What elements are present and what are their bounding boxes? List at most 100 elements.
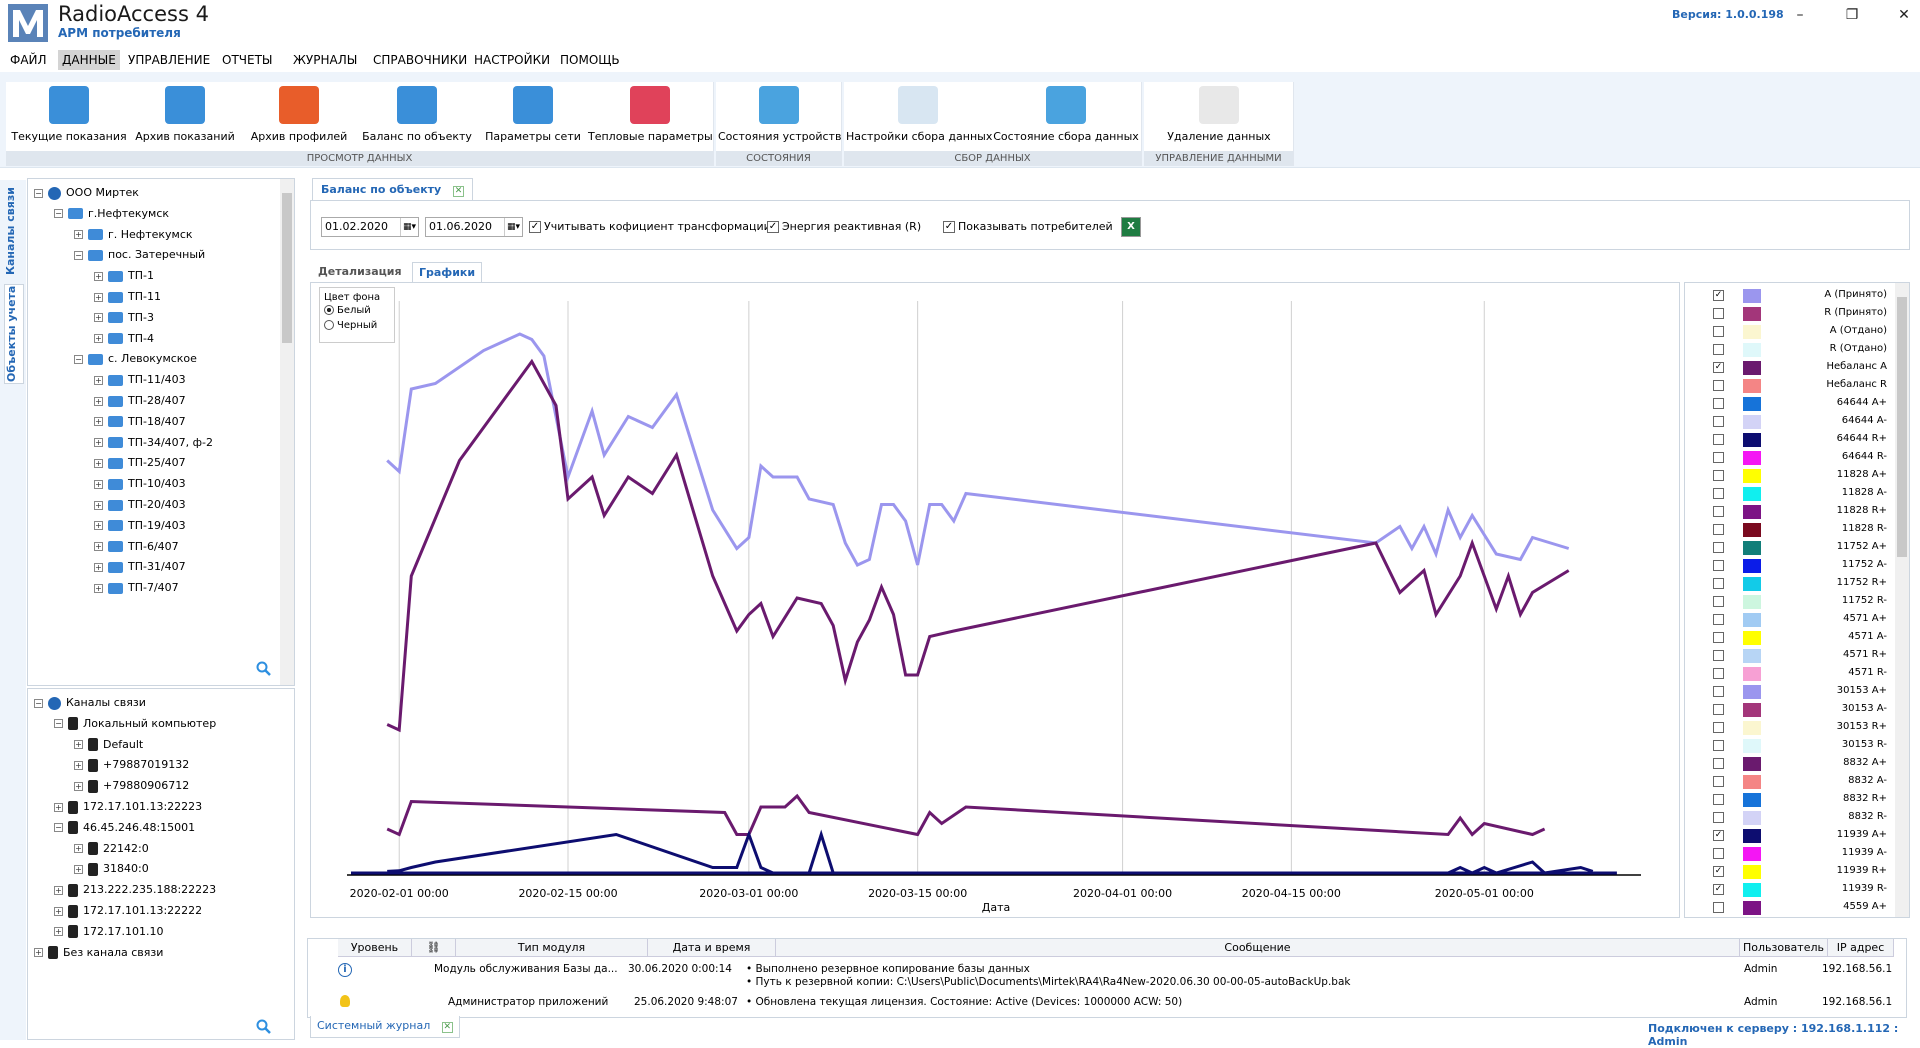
network-params-button[interactable]: Параметры сети: [480, 82, 586, 148]
color-swatch[interactable]: [1743, 307, 1761, 321]
expand-icon[interactable]: +: [54, 802, 63, 812]
collection-settings-button[interactable]: Настройки сбора данных: [846, 82, 992, 148]
tree-node[interactable]: +31840:0: [74, 859, 149, 879]
legend-item[interactable]: 11828 A+: [1685, 467, 1897, 485]
tree-node[interactable]: + Default: [74, 735, 143, 755]
tree-node[interactable]: +172.17.101.13:22222: [54, 901, 202, 921]
tree-scrollbar[interactable]: [280, 179, 294, 685]
color-swatch[interactable]: [1743, 451, 1761, 465]
collapse-icon[interactable]: −: [54, 209, 63, 219]
tree-node[interactable]: + ТП-25/407: [94, 453, 186, 473]
legend-item[interactable]: 4571 A-: [1685, 629, 1897, 647]
legend-item[interactable]: 4571 A+: [1685, 611, 1897, 629]
tree-node[interactable]: + ТП-10/403: [94, 474, 186, 494]
legend-item[interactable]: 64644 A-: [1685, 413, 1897, 431]
log-header-user[interactable]: Пользователь: [1740, 939, 1828, 957]
checkbox-unchecked[interactable]: [1713, 848, 1724, 859]
legend-item[interactable]: 8832 A+: [1685, 755, 1897, 773]
color-swatch[interactable]: [1743, 901, 1761, 915]
menu-file[interactable]: ФАЙЛ: [10, 53, 47, 67]
checkbox-unchecked[interactable]: [1713, 308, 1724, 319]
bg-white-radio[interactable]: Белый: [324, 305, 390, 320]
checkbox-unchecked[interactable]: [1713, 326, 1724, 337]
checkbox-unchecked[interactable]: [1713, 758, 1724, 769]
checkbox-unchecked[interactable]: [1713, 722, 1724, 733]
legend-item[interactable]: Небаланс R: [1685, 377, 1897, 395]
expand-icon[interactable]: +: [94, 438, 103, 448]
log-header-level[interactable]: Уровень: [338, 939, 412, 957]
expand-icon[interactable]: +: [74, 740, 83, 750]
collapse-icon[interactable]: −: [74, 354, 83, 364]
menu-help[interactable]: ПОМОЩЬ: [560, 53, 620, 67]
expand-icon[interactable]: +: [94, 458, 103, 468]
legend-item[interactable]: 8832 A-: [1685, 773, 1897, 791]
tree-node[interactable]: − Локальный компьютер: [54, 714, 216, 734]
expand-icon[interactable]: +: [94, 583, 103, 593]
checkbox-unchecked[interactable]: [1713, 344, 1724, 355]
checkbox-checked[interactable]: ✓: [1713, 290, 1724, 301]
tab-charts[interactable]: Графики: [412, 262, 483, 282]
checkbox-unchecked[interactable]: [1713, 596, 1724, 607]
log-header-datetime[interactable]: Дата и время: [648, 939, 776, 957]
checkbox-unchecked[interactable]: [1713, 470, 1724, 481]
legend-item[interactable]: 11752 R-: [1685, 593, 1897, 611]
search-icon[interactable]: [256, 1019, 272, 1035]
tab-channels[interactable]: Каналы связи: [4, 187, 17, 275]
expand-icon[interactable]: +: [34, 948, 43, 958]
tab-details[interactable]: Детализация: [318, 265, 402, 278]
tree-node[interactable]: + ТП-3: [94, 308, 154, 328]
checkbox-unchecked[interactable]: [1713, 380, 1724, 391]
delete-data-button[interactable]: Удаление данных: [1146, 82, 1292, 148]
transform-coeff-checkbox[interactable]: ✓ Учитывать кофициент трансформации: [529, 219, 771, 235]
scroll-thumb[interactable]: [282, 193, 292, 343]
expand-icon[interactable]: +: [74, 230, 83, 240]
expand-icon[interactable]: +: [54, 927, 63, 937]
checkbox-unchecked[interactable]: [1713, 686, 1724, 697]
color-swatch[interactable]: [1743, 685, 1761, 699]
collapse-icon[interactable]: −: [74, 250, 83, 260]
show-consumers-checkbox[interactable]: ✓ Показывать потребителей: [943, 219, 1113, 235]
collapse-icon[interactable]: −: [34, 188, 43, 198]
color-swatch[interactable]: [1743, 523, 1761, 537]
collapse-icon[interactable]: −: [54, 719, 63, 729]
tree-node[interactable]: +213.222.235.188:22223: [54, 880, 216, 900]
legend-scrollbar[interactable]: [1895, 283, 1909, 917]
search-icon[interactable]: [256, 661, 272, 677]
color-swatch[interactable]: [1743, 505, 1761, 519]
checkbox-unchecked[interactable]: [1713, 668, 1724, 679]
color-swatch[interactable]: [1743, 397, 1761, 411]
legend-item[interactable]: ✓ A (Принято): [1685, 287, 1897, 305]
tree-node[interactable]: +22142:0: [74, 839, 149, 859]
checkbox-checked[interactable]: ✓: [529, 221, 541, 233]
expand-icon[interactable]: +: [94, 542, 103, 552]
legend-item[interactable]: R (Отдано): [1685, 341, 1897, 359]
checkbox-checked[interactable]: ✓: [1713, 866, 1724, 877]
tree-node[interactable]: + ТП-18/407: [94, 412, 186, 432]
checkbox-unchecked[interactable]: [1713, 488, 1724, 499]
legend-item[interactable]: 64644 A+: [1685, 395, 1897, 413]
color-swatch[interactable]: [1743, 487, 1761, 501]
tree-node[interactable]: + ТП-34/407, ф-2: [94, 433, 213, 453]
color-swatch[interactable]: [1743, 865, 1761, 879]
legend-item[interactable]: 11939 A-: [1685, 845, 1897, 863]
collapse-icon[interactable]: −: [34, 698, 43, 708]
checkbox-checked[interactable]: ✓: [1713, 830, 1724, 841]
excel-export-icon[interactable]: X: [1121, 217, 1141, 237]
log-tab[interactable]: Системный журнал ✕: [310, 1016, 460, 1038]
checkbox-unchecked[interactable]: [1713, 794, 1724, 805]
log-header-module[interactable]: Тип модуля: [456, 939, 648, 957]
legend-item[interactable]: 4571 R+: [1685, 647, 1897, 665]
checkbox-checked[interactable]: ✓: [1713, 884, 1724, 895]
calendar-icon[interactable]: ▦▾: [504, 218, 522, 236]
legend-item[interactable]: 30153 A-: [1685, 701, 1897, 719]
checkbox-checked[interactable]: ✓: [943, 221, 955, 233]
color-swatch[interactable]: [1743, 379, 1761, 393]
legend-item[interactable]: 11828 R-: [1685, 521, 1897, 539]
collapse-icon[interactable]: −: [54, 823, 63, 833]
checkbox-unchecked[interactable]: [1713, 416, 1724, 427]
expand-icon[interactable]: +: [74, 760, 83, 770]
checkbox-unchecked[interactable]: [1713, 506, 1724, 517]
expand-icon[interactable]: +: [94, 521, 103, 531]
expand-icon[interactable]: +: [94, 479, 103, 489]
legend-item[interactable]: 11828 A-: [1685, 485, 1897, 503]
